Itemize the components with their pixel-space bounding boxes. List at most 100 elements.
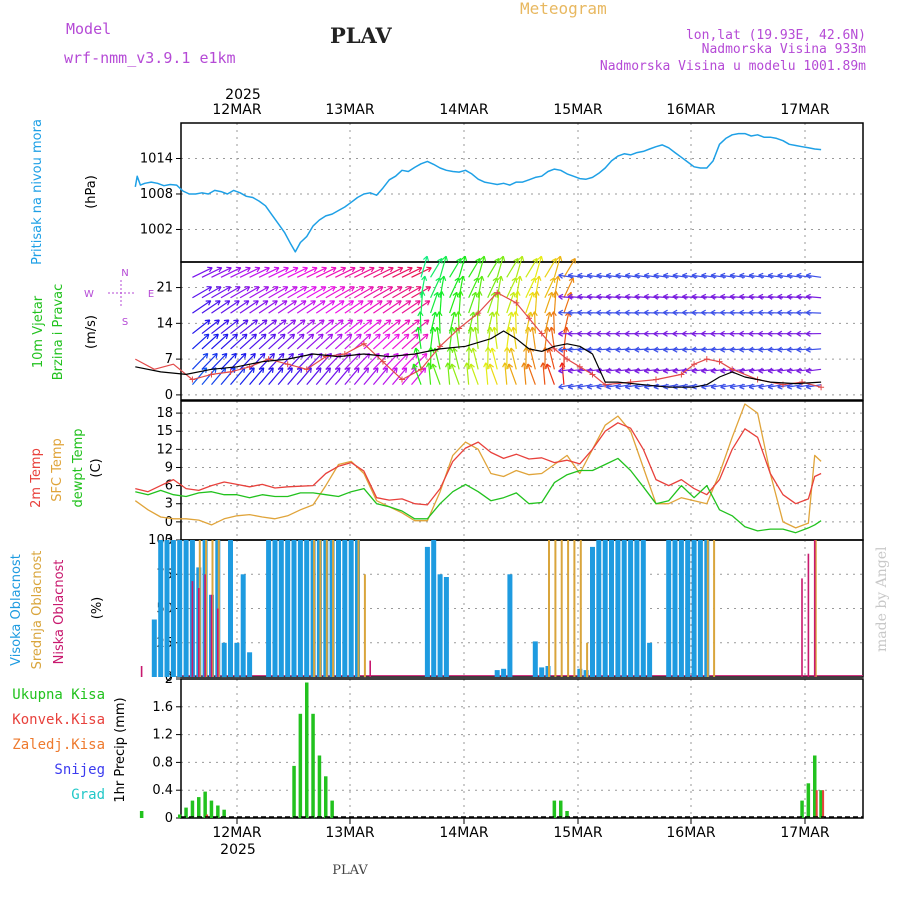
precip-legend-conv: Konvek.Kisa [12, 712, 105, 728]
wind-arrow [525, 311, 532, 334]
wind-arrow [720, 348, 736, 351]
wind-arrow-head [549, 277, 556, 283]
wind-arrow-head [273, 286, 279, 292]
panel-frame [180, 261, 864, 401]
wind-arrow [449, 292, 458, 314]
wind-arrow-head [558, 309, 564, 316]
wind-arrow-head [701, 367, 707, 374]
wind-arrow [277, 267, 299, 278]
wind-arrow-head [796, 346, 802, 353]
high-cloud-bar [164, 540, 170, 677]
wind-arrow-head [338, 300, 345, 306]
high-cloud-bar [634, 540, 640, 677]
wind-arrow [506, 326, 511, 349]
wind-arrow [531, 327, 536, 349]
wind-gust-marker [208, 371, 215, 378]
wind-arrow-head [386, 300, 393, 306]
wind-arrow [211, 319, 230, 335]
wind-arrow-head [805, 293, 811, 300]
wind-arrow-head [758, 346, 764, 353]
wind-arrow-head [470, 347, 477, 353]
wind-arrow [449, 258, 462, 278]
y-tick-label: 1008 [140, 187, 173, 202]
wind-gust-marker [691, 361, 698, 368]
panel-3: 0255075100 [148, 533, 864, 685]
y-tick-label: 1.6 [152, 700, 173, 715]
high-cloud-bar [285, 540, 291, 677]
wind-arrow-head [254, 286, 260, 292]
wind-arrow-head [739, 367, 745, 374]
wind-arrow-head [328, 319, 335, 325]
wind-arrow [211, 286, 231, 299]
wind-arrow [615, 348, 631, 351]
high-cloud-bar [234, 642, 240, 678]
wind-arrow-head [624, 309, 630, 316]
wind-arrow [515, 291, 519, 314]
wind-arrow [201, 300, 221, 314]
wind-arrow [525, 326, 530, 349]
wind-arrow-head [624, 383, 631, 390]
wind-arrow-head [435, 277, 441, 283]
wind-arrow [672, 295, 688, 299]
wind-arrow-head [786, 309, 792, 316]
wind-arrow [306, 267, 327, 278]
wind-arrow-head [796, 293, 802, 300]
wind-arrow [230, 319, 249, 335]
wind-arrow [325, 367, 341, 386]
wind-arrow-head [758, 272, 764, 279]
y-tick-label: 3 [165, 497, 173, 512]
wind-arrow [230, 367, 246, 386]
wind-arrow [493, 327, 498, 349]
wind-arrow-head [758, 330, 764, 337]
wind-arrow [748, 295, 764, 299]
wind-arrow-head [729, 309, 735, 316]
wind-arrow-head [365, 333, 372, 340]
wind-arrow [691, 295, 707, 299]
wind-arrow [487, 277, 498, 299]
wind-arrow-head [425, 286, 432, 292]
wind-arrow [258, 267, 280, 278]
wind-arrow-field [191, 255, 822, 390]
wind-arrow [268, 319, 287, 335]
low-cloud-bar [801, 578, 803, 677]
wind-arrow-head [330, 266, 337, 273]
wind-arrow-head [358, 286, 365, 292]
wind-arrow-head [415, 286, 422, 292]
wind-arrow-head [624, 330, 630, 337]
wind-arrow [344, 286, 365, 299]
wind-arrow [468, 258, 481, 278]
wind-arrow-head [691, 330, 697, 337]
pressure-unit: (hPa) [84, 175, 99, 209]
wind-arrow-head [494, 257, 500, 264]
high-cloud-bar [501, 668, 507, 677]
wind-arrow-head [214, 319, 220, 325]
wind-arrow-head [748, 346, 754, 353]
wind-unit: (m/s) [84, 315, 99, 349]
wind-arrow-head [662, 330, 668, 337]
wind-arrow [550, 327, 555, 349]
wind-arrow-head [291, 300, 297, 306]
wind-arrow [277, 353, 294, 370]
wind-arrow [682, 348, 698, 351]
wind-arrow [315, 319, 334, 335]
wind-arrow [392, 300, 412, 314]
wind-arrow-head [777, 367, 783, 374]
wind-arrow [258, 319, 277, 335]
wind-arrow [249, 319, 268, 335]
wind-arrow-head [280, 319, 287, 325]
wind-arrow [192, 286, 212, 299]
wind-arrow [315, 300, 335, 314]
wind-arrow [534, 291, 538, 314]
wind-arrow-head [662, 293, 669, 300]
y-tick-label: 14 [156, 316, 173, 331]
wind-arrow-head [518, 255, 525, 262]
wind-arrow [192, 319, 211, 335]
wind-arrow-head [786, 346, 792, 353]
wind-arrow-head [758, 383, 764, 390]
mid-cloud-bar [706, 540, 709, 677]
wind-arrow [401, 267, 423, 278]
high-cloud-bar [158, 540, 164, 677]
wind-arrow-head [245, 266, 251, 273]
wind-arrow [468, 277, 479, 299]
wind-arrow-head [431, 311, 438, 318]
